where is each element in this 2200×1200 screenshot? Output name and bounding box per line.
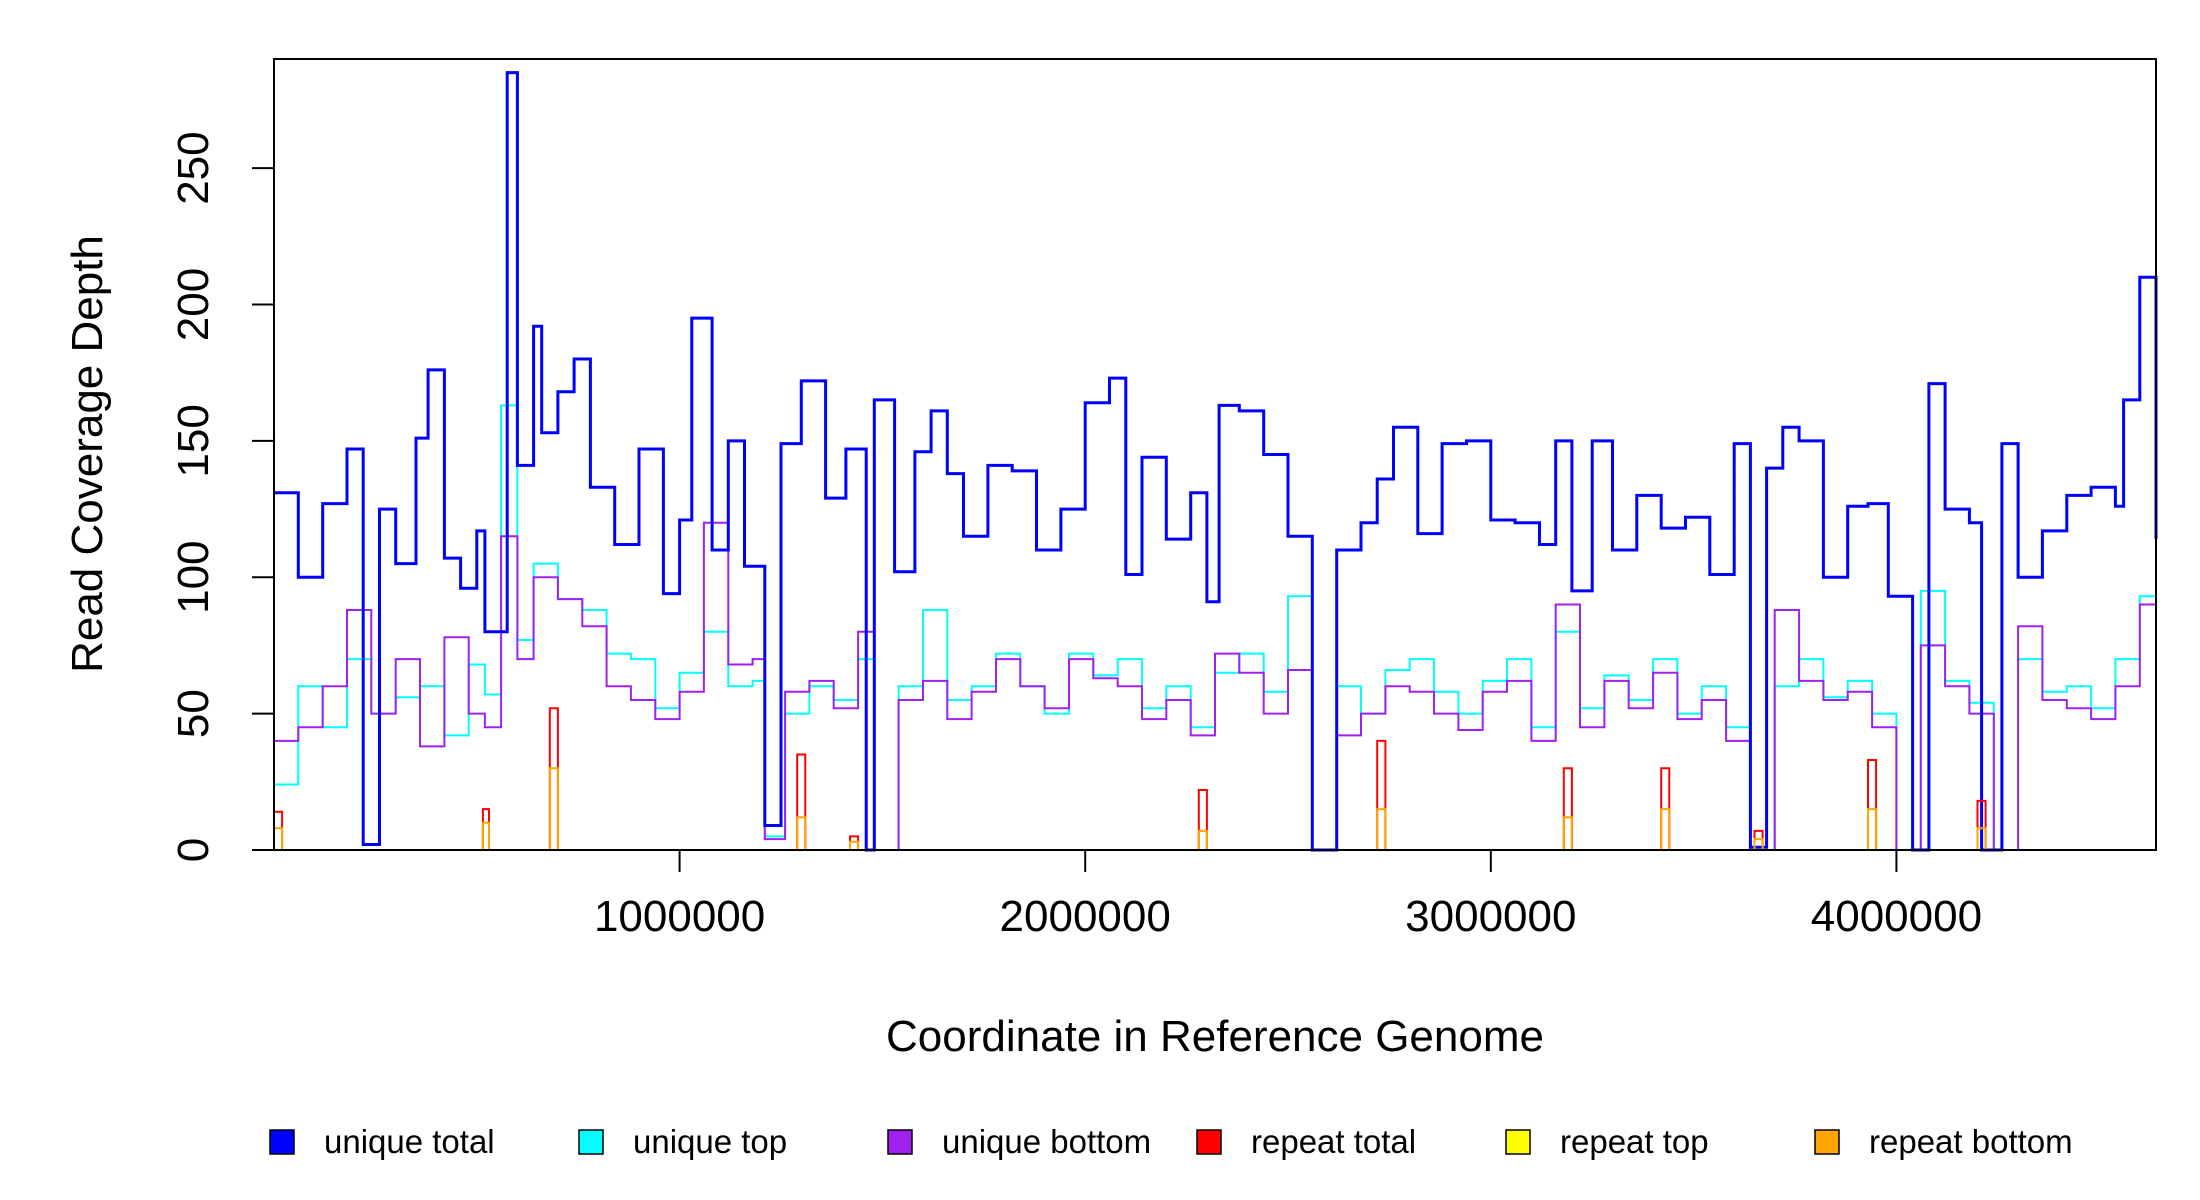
y-tick-label: 100	[169, 540, 218, 613]
legend-swatch	[578, 1129, 604, 1155]
legend-label: repeat top	[1560, 1123, 1709, 1160]
legend-label: repeat bottom	[1869, 1123, 2073, 1160]
x-axis: 1000000 2000000 3000000 4000000	[594, 850, 1982, 941]
x-tick-label: 4000000	[1811, 892, 1982, 941]
legend-label: unique total	[324, 1123, 495, 1160]
legend-swatch	[1196, 1129, 1222, 1155]
y-tick-label: 200	[169, 268, 218, 341]
x-tick-label: 2000000	[1000, 892, 1171, 941]
plot-frame	[273, 58, 2157, 851]
legend-item: repeat total	[1196, 1123, 1416, 1160]
legend-label: unique top	[633, 1123, 787, 1160]
series-line-unique-bottom	[274, 521, 2157, 851]
legend: unique total unique top unique bottom repea…	[269, 1123, 2073, 1160]
series-line-unique-top	[274, 404, 2157, 851]
plot-lines	[274, 71, 2158, 852]
x-tick-label: 3000000	[1405, 892, 1576, 941]
legend-item: unique top	[578, 1123, 787, 1160]
legend-swatch	[1505, 1129, 1531, 1155]
y-tick-label: 250	[169, 131, 218, 204]
x-tick-label: 1000000	[594, 892, 765, 941]
legend-swatch	[1814, 1129, 1840, 1155]
series-line-unique-total	[274, 71, 2158, 852]
y-axis: 0 50 100 150 200 250	[169, 131, 274, 862]
y-axis-label: Read Coverage Depth	[63, 235, 112, 673]
legend-item: repeat top	[1505, 1123, 1709, 1160]
legend-item: repeat bottom	[1814, 1123, 2073, 1160]
y-tick-label: 50	[169, 689, 218, 738]
legend-swatch	[887, 1129, 913, 1155]
legend-item: unique bottom	[887, 1123, 1151, 1160]
y-tick-label: 0	[169, 838, 218, 862]
legend-swatch	[269, 1129, 295, 1155]
legend-item: unique total	[269, 1123, 495, 1160]
series-line-repeat-bottom	[274, 767, 2156, 851]
x-axis-label: Coordinate in Reference Genome	[886, 1012, 1544, 1061]
legend-label: repeat total	[1251, 1123, 1416, 1160]
y-tick-label: 150	[169, 404, 218, 477]
legend-label: unique bottom	[942, 1123, 1151, 1160]
